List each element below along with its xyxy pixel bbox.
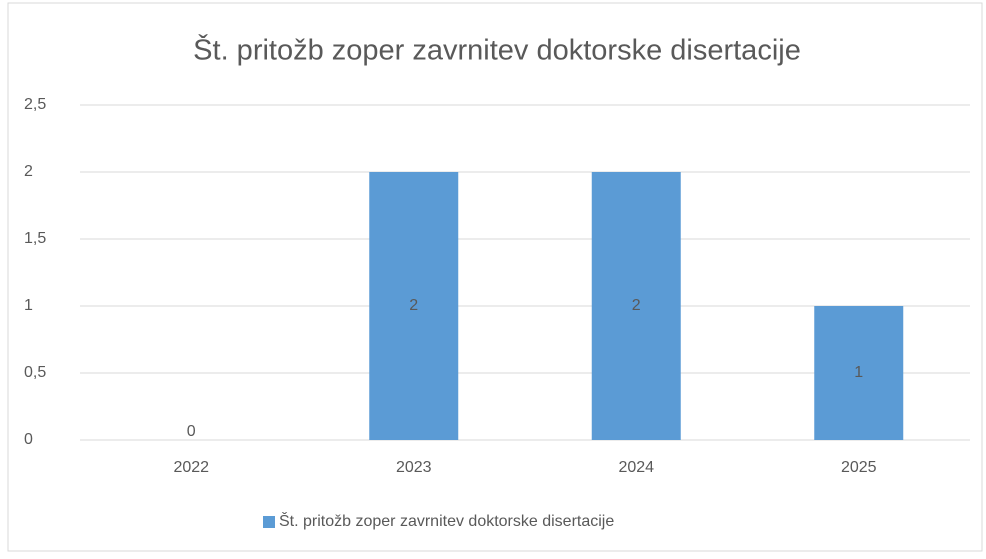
chart-border	[7, 2, 983, 552]
data-label: 1	[854, 364, 863, 381]
legend-swatch	[263, 516, 275, 528]
x-tick-label: 2023	[396, 459, 432, 476]
y-tick-label: 0	[24, 431, 33, 448]
y-tick-label: 2,5	[24, 96, 46, 113]
legend-label: Št. pritožb zoper zavrnitev doktorske di…	[279, 511, 614, 530]
data-label: 0	[187, 423, 196, 440]
y-tick-label: 0,5	[24, 364, 46, 381]
x-tick-label: 2024	[618, 459, 654, 476]
bar	[814, 306, 904, 440]
y-tick-label: 2	[24, 163, 33, 180]
bar	[369, 172, 459, 440]
y-tick-label: 1	[24, 297, 33, 314]
data-label: 2	[409, 297, 418, 314]
bar	[591, 172, 681, 440]
x-tick-label: 2025	[841, 459, 877, 476]
y-tick-label: 1,5	[24, 230, 46, 247]
data-label: 2	[632, 297, 641, 314]
x-tick-label: 2022	[173, 459, 209, 476]
chart-title: Št. pritožb zoper zavrnitev doktorske di…	[193, 33, 801, 67]
